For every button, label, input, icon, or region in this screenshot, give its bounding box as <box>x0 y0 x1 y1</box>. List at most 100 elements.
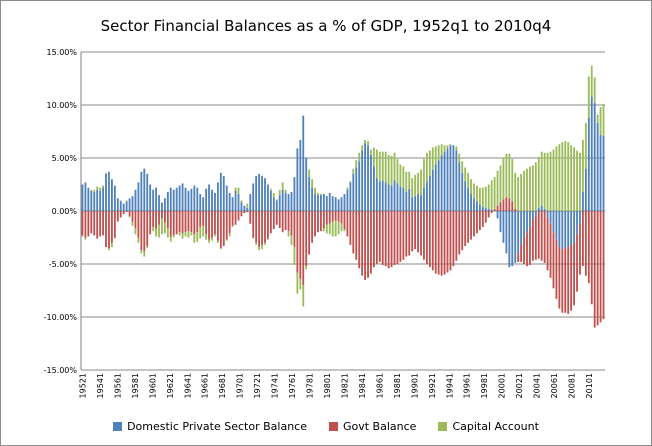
bar-private <box>452 145 455 211</box>
bar-private <box>526 211 528 233</box>
bar-capital <box>408 171 411 189</box>
bar-private <box>384 182 387 211</box>
bar-capital <box>555 146 558 211</box>
bar-govt <box>467 211 470 243</box>
bar-capital <box>352 168 355 174</box>
bar-private <box>302 115 305 211</box>
bar-private <box>228 192 231 211</box>
bar-capital <box>337 221 340 235</box>
x-tick-label: 19841 <box>358 373 367 398</box>
bar-govt <box>367 211 369 278</box>
bar-private <box>111 179 113 211</box>
bar-capital <box>361 145 364 151</box>
bar-govt <box>405 211 408 257</box>
bar-govt <box>113 211 116 238</box>
bar-govt <box>240 211 243 217</box>
bar-capital <box>125 200 128 202</box>
bar-govt <box>420 211 422 256</box>
bar-govt <box>487 211 490 218</box>
bar-govt <box>178 211 181 233</box>
y-tick-label: 5.00% <box>52 154 78 163</box>
bar-private <box>90 190 93 211</box>
bar-govt <box>105 211 107 248</box>
bar-private <box>190 188 193 211</box>
bar-private <box>355 167 358 211</box>
bar-govt <box>196 211 199 233</box>
bar-private <box>561 211 564 250</box>
bar-private <box>278 195 281 211</box>
bar-govt <box>584 211 587 276</box>
bar-capital <box>546 152 549 211</box>
bar-capital <box>599 107 602 135</box>
bar-capital <box>590 65 593 97</box>
bar-govt <box>131 211 134 222</box>
bar-govt <box>340 211 343 224</box>
bar-govt <box>384 211 387 267</box>
bar-private <box>119 201 122 211</box>
bar-capital <box>364 139 366 144</box>
bar-govt <box>590 211 593 305</box>
bar-private <box>390 185 393 211</box>
bar-private <box>367 145 369 211</box>
bar-govt <box>511 201 514 211</box>
bar-capital <box>502 158 505 200</box>
bar-private <box>290 191 293 211</box>
bar-private <box>146 173 149 211</box>
bar-private <box>346 189 349 211</box>
bar-govt <box>514 208 517 211</box>
bar-govt <box>299 211 302 279</box>
bar-private <box>231 197 234 211</box>
bar-capital <box>420 169 422 196</box>
bar-private <box>81 184 84 211</box>
bar-private <box>431 169 434 211</box>
bar-govt <box>473 211 475 237</box>
bar-govt <box>375 211 378 264</box>
bar-capital <box>287 231 290 237</box>
bar-private <box>214 192 216 211</box>
x-tick-label: 20001 <box>498 373 507 398</box>
legend-swatch <box>438 422 448 431</box>
bar-govt <box>452 211 455 267</box>
x-tick-label: 19581 <box>131 373 140 398</box>
bar-capital <box>119 200 122 202</box>
bar-govt <box>255 211 258 243</box>
bar-private <box>137 182 140 211</box>
legend-label: Govt Balance <box>342 420 417 433</box>
bar-capital <box>246 203 249 208</box>
bar-capital <box>228 233 231 237</box>
bar-govt <box>499 202 502 211</box>
bar-capital <box>579 152 581 211</box>
bar-govt <box>411 211 414 252</box>
bar-capital <box>343 229 346 232</box>
bar-govt <box>163 211 166 223</box>
bar-capital <box>267 238 269 240</box>
bar-capital <box>384 151 387 183</box>
bar-private <box>364 143 366 211</box>
bar-private <box>352 173 355 211</box>
bar-private <box>396 183 399 211</box>
bar-private <box>584 168 587 211</box>
bar-govt <box>337 211 340 222</box>
bar-capital <box>290 235 293 245</box>
bar-capital <box>373 147 375 167</box>
bar-private <box>317 195 319 211</box>
y-tick-label: -5.00% <box>49 260 78 269</box>
bar-private <box>464 181 467 211</box>
bar-capital <box>219 248 222 250</box>
bar-govt <box>481 211 484 227</box>
bar-capital <box>570 145 573 211</box>
bar-private <box>514 211 517 263</box>
bar-capital <box>211 237 213 241</box>
bar-private <box>322 194 325 211</box>
legend-label: Domestic Private Sector Balance <box>127 420 307 433</box>
bar-private <box>449 145 452 211</box>
bar-capital <box>564 141 567 211</box>
bar-private <box>299 139 302 211</box>
bar-capital <box>593 77 596 103</box>
x-tick-label: 19521 <box>78 373 87 398</box>
bar-capital <box>320 194 322 196</box>
bar-govt <box>328 211 331 224</box>
bar-private <box>131 196 134 211</box>
bar-private <box>184 187 187 211</box>
y-tick-label: 0.00% <box>52 207 78 216</box>
